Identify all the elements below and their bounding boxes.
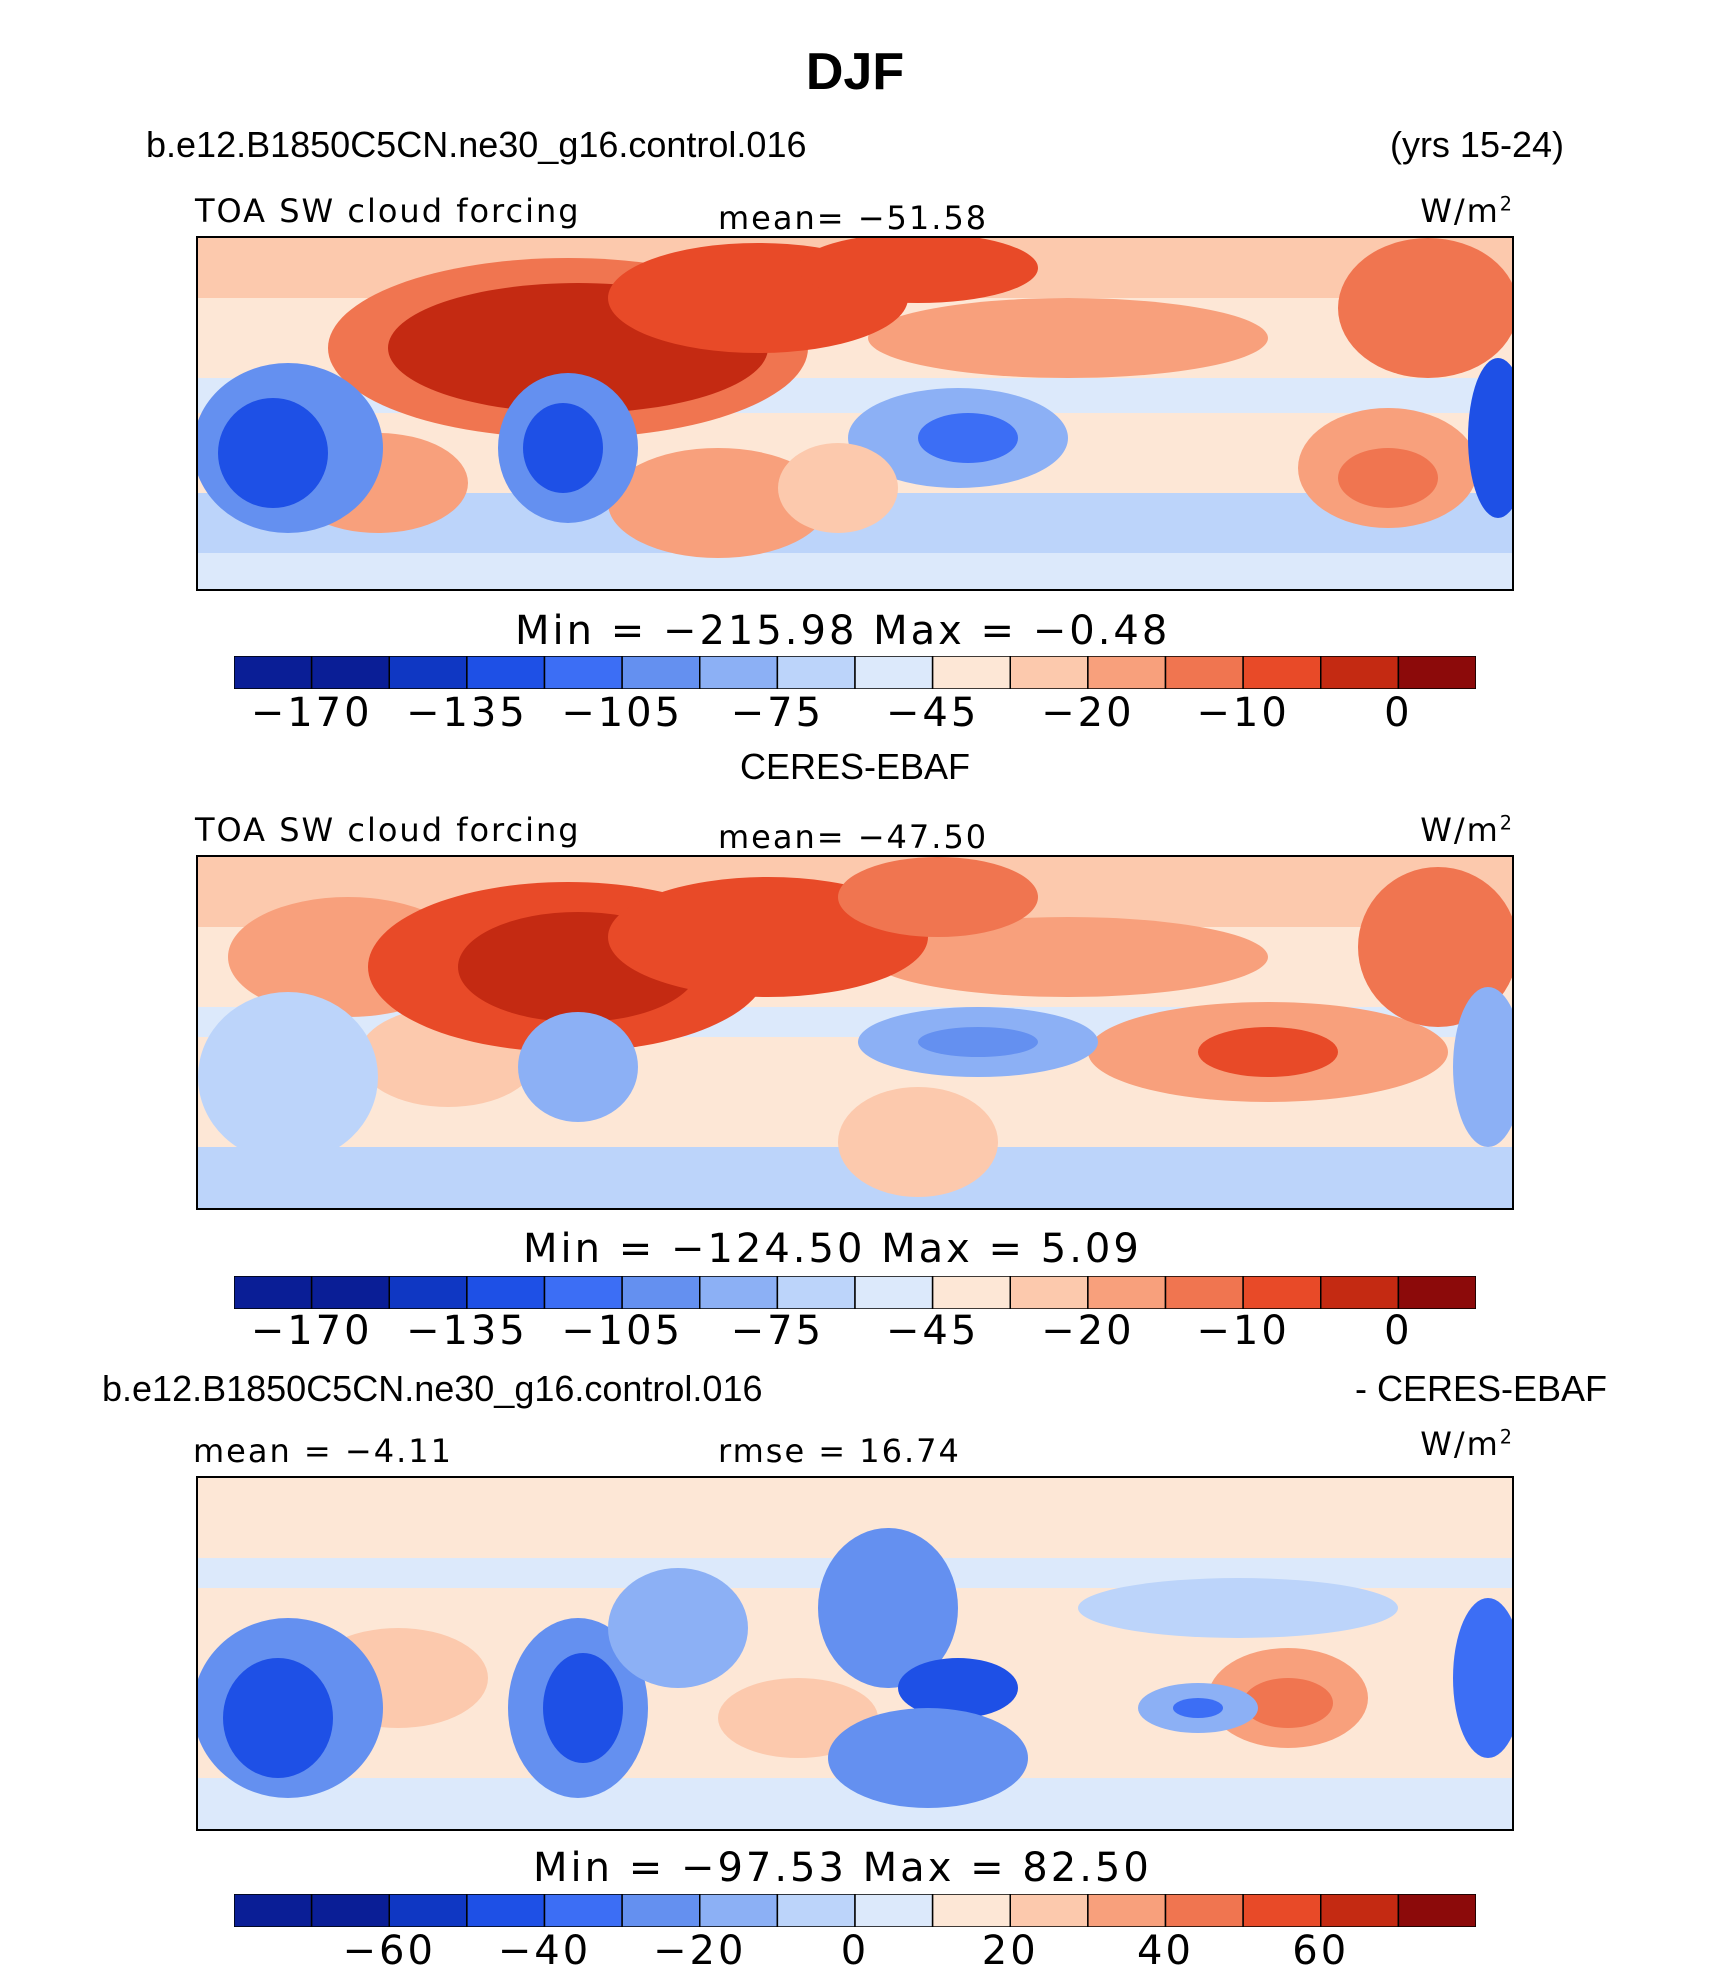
colorbar-box: [466, 656, 546, 689]
colorbar-box: [1164, 1894, 1244, 1927]
colorbar-box: [543, 1894, 623, 1927]
colorbar-box: [388, 1894, 468, 1927]
colorbar-tick-label: −105: [561, 1308, 684, 1354]
panel-diff-colorbar: [234, 1894, 1476, 1927]
panel-model-units: W/m2: [1420, 192, 1514, 230]
colorbar-box: [234, 1276, 313, 1309]
colorbar-box: [1397, 1276, 1476, 1309]
panel-model-minmax: Min = −215.98 Max = −0.48: [515, 608, 1171, 654]
panel-diff-units: W/m2: [1420, 1425, 1514, 1463]
panel-obs-case-name: CERES-EBAF: [739, 746, 971, 787]
colorbar-box: [776, 1276, 856, 1309]
colorbar-box: [699, 1894, 779, 1927]
colorbar-box: [310, 1276, 390, 1309]
colorbar-box: [1009, 1894, 1089, 1927]
colorbar-box: [854, 1276, 934, 1309]
panel-obs-colorbar-ticks: −170 −135 −105 −75 −45 −20 −10 0: [0, 1308, 1710, 1358]
panel-obs-map: [196, 855, 1514, 1210]
colorbar-box: [776, 656, 856, 689]
panel-diff-colorbar-ticks: −60 −40 −20 0 20 40 60: [0, 1928, 1710, 1978]
panel-diff-case-name: b.e12.B1850C5CN.ne30_g16.control.016: [102, 1368, 763, 1409]
panel-obs-units: W/m2: [1420, 811, 1514, 849]
panel-diff-mean-label: mean = −4.11: [193, 1432, 453, 1470]
colorbar-box: [776, 1894, 856, 1927]
colorbar-tick-label: −45: [885, 690, 980, 736]
colorbar-box: [621, 1894, 701, 1927]
colorbar-tick-label: −20: [1041, 690, 1135, 736]
panel-diff-case-suffix: - CERES-EBAF: [1354, 1368, 1607, 1409]
colorbar-box: [931, 1276, 1011, 1309]
colorbar-tick-label: −105: [561, 690, 684, 736]
panel-model-years: (yrs 15-24): [1389, 124, 1564, 165]
colorbar-box: [1087, 1894, 1167, 1927]
colorbar-tick-label: −20: [1041, 1308, 1135, 1354]
colorbar-tick-label: 0: [840, 1928, 870, 1974]
colorbar-box: [1242, 1894, 1322, 1927]
panel-model-mean-label: mean= −51.58: [718, 199, 989, 237]
panel-obs-variable-label: TOA SW cloud forcing: [195, 811, 581, 849]
colorbar-box: [699, 656, 779, 689]
panel-diff-minmax: Min = −97.53 Max = 82.50: [533, 1845, 1152, 1891]
colorbar-tick-label: −20: [653, 1928, 747, 1974]
colorbar-tick-label: 0: [1384, 690, 1413, 736]
colorbar-box: [1009, 656, 1089, 689]
colorbar-box: [1242, 656, 1322, 689]
panel-diff-map: [196, 1476, 1514, 1831]
colorbar-box: [310, 656, 390, 689]
colorbar-box: [621, 1276, 701, 1309]
colorbar-tick-label: −40: [497, 1928, 592, 1974]
colorbar-box: [1242, 1276, 1322, 1309]
colorbar-box: [931, 656, 1011, 689]
colorbar-box: [1320, 656, 1400, 689]
colorbar-box: [234, 1894, 313, 1927]
colorbar-box: [854, 1894, 934, 1927]
colorbar-box: [621, 656, 701, 689]
figure-title: DJF: [805, 43, 905, 101]
colorbar-box: [543, 1276, 623, 1309]
colorbar-tick-label: −75: [730, 690, 825, 736]
colorbar-box: [854, 656, 934, 689]
colorbar-box: [1397, 656, 1476, 689]
colorbar-box: [310, 1894, 390, 1927]
colorbar-tick-label: −135: [405, 690, 528, 736]
colorbar-tick-label: 0: [1384, 1308, 1413, 1354]
panel-obs-mean-label: mean= −47.50: [718, 818, 989, 856]
colorbar-tick-label: −10: [1196, 1308, 1290, 1354]
panel-obs-colorbar: [234, 1276, 1476, 1309]
panel-diff-rmse-label: rmse = 16.74: [718, 1432, 961, 1470]
colorbar-tick-label: 40: [1137, 1928, 1194, 1974]
colorbar-box: [466, 1894, 546, 1927]
colorbar-box: [699, 1276, 779, 1309]
colorbar-tick-label: −60: [342, 1928, 436, 1974]
colorbar-box: [1009, 1276, 1089, 1309]
panel-model-case-name: b.e12.B1850C5CN.ne30_g16.control.016: [146, 124, 807, 165]
panel-model-map: [196, 236, 1514, 591]
colorbar-box: [1087, 656, 1167, 689]
colorbar-tick-label: 60: [1292, 1928, 1350, 1974]
colorbar-tick-label: −135: [405, 1308, 528, 1354]
panel-obs-minmax: Min = −124.50 Max = 5.09: [523, 1226, 1142, 1272]
colorbar-box: [931, 1894, 1011, 1927]
colorbar-box: [388, 656, 468, 689]
colorbar-tick-label: −170: [250, 690, 373, 736]
colorbar-box: [1164, 656, 1244, 689]
colorbar-box: [1397, 1894, 1476, 1927]
colorbar-box: [388, 1276, 468, 1309]
colorbar-tick-label: 20: [981, 1928, 1039, 1974]
colorbar-box: [1320, 1894, 1400, 1927]
colorbar-tick-label: −170: [250, 1308, 373, 1354]
colorbar-box: [1087, 1276, 1167, 1309]
panel-model-colorbar: [234, 656, 1476, 689]
colorbar-box: [543, 656, 623, 689]
colorbar-box: [466, 1276, 546, 1309]
panel-model-colorbar-ticks: −170 −135 −105 −75 −45 −20 −10 0: [0, 690, 1710, 740]
colorbar-tick-label: −10: [1196, 690, 1290, 736]
panel-model-variable-label: TOA SW cloud forcing: [195, 192, 581, 230]
colorbar-box: [1320, 1276, 1400, 1309]
colorbar-box: [1164, 1276, 1244, 1309]
colorbar-tick-label: −75: [730, 1308, 825, 1354]
colorbar-box: [234, 656, 313, 689]
colorbar-tick-label: −45: [885, 1308, 980, 1354]
